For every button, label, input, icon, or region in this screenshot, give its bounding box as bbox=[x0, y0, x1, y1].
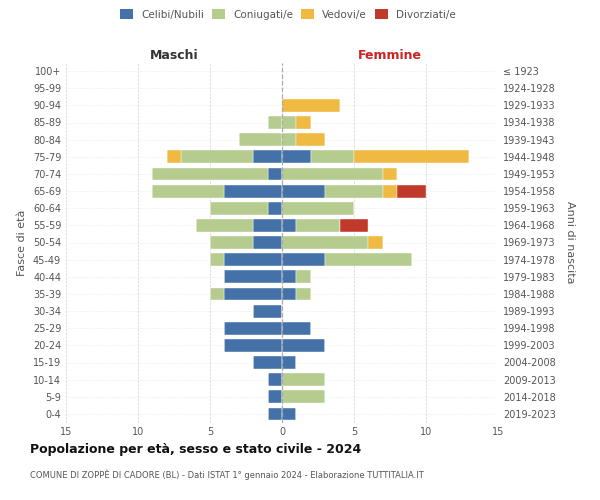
Bar bbox=[210, 236, 253, 249]
Bar bbox=[282, 288, 296, 300]
Bar bbox=[224, 339, 282, 352]
Bar bbox=[224, 270, 282, 283]
Bar bbox=[383, 184, 397, 198]
Bar bbox=[224, 288, 282, 300]
Bar bbox=[253, 356, 282, 369]
Bar bbox=[239, 133, 282, 146]
Text: Popolazione per età, sesso e stato civile - 2024: Popolazione per età, sesso e stato civil… bbox=[30, 442, 361, 456]
Bar bbox=[210, 202, 268, 214]
Bar bbox=[282, 116, 296, 129]
Bar bbox=[167, 150, 181, 163]
Text: Maschi: Maschi bbox=[149, 48, 199, 62]
Bar bbox=[253, 304, 282, 318]
Bar bbox=[296, 133, 325, 146]
Bar bbox=[282, 184, 325, 198]
Bar bbox=[224, 322, 282, 334]
Bar bbox=[296, 116, 311, 129]
Bar bbox=[268, 373, 282, 386]
Bar bbox=[224, 184, 282, 198]
Bar bbox=[282, 390, 325, 403]
Bar bbox=[282, 99, 340, 112]
Bar bbox=[282, 373, 325, 386]
Bar bbox=[268, 408, 282, 420]
Bar bbox=[383, 168, 397, 180]
Bar bbox=[311, 150, 354, 163]
Bar bbox=[282, 356, 296, 369]
Bar bbox=[268, 116, 282, 129]
Bar bbox=[282, 408, 296, 420]
Bar bbox=[210, 253, 224, 266]
Bar bbox=[354, 150, 469, 163]
Bar bbox=[282, 150, 311, 163]
Bar bbox=[296, 219, 340, 232]
Bar bbox=[397, 184, 426, 198]
Bar bbox=[253, 219, 282, 232]
Bar bbox=[268, 390, 282, 403]
Bar bbox=[325, 253, 412, 266]
Bar bbox=[282, 253, 325, 266]
Bar bbox=[282, 322, 311, 334]
Bar bbox=[325, 184, 383, 198]
Text: COMUNE DI ZOPPÈ DI CADORE (BL) - Dati ISTAT 1° gennaio 2024 - Elaborazione TUTTI: COMUNE DI ZOPPÈ DI CADORE (BL) - Dati IS… bbox=[30, 470, 424, 480]
Bar bbox=[296, 288, 311, 300]
Bar bbox=[196, 219, 253, 232]
Text: Femmine: Femmine bbox=[358, 48, 422, 62]
Y-axis label: Anni di nascita: Anni di nascita bbox=[565, 201, 575, 284]
Bar bbox=[268, 202, 282, 214]
Bar bbox=[282, 339, 325, 352]
Bar bbox=[282, 270, 296, 283]
Bar bbox=[224, 253, 282, 266]
Bar bbox=[282, 202, 354, 214]
Bar bbox=[152, 168, 268, 180]
Bar bbox=[340, 219, 368, 232]
Bar bbox=[253, 236, 282, 249]
Bar bbox=[368, 236, 383, 249]
Bar bbox=[282, 236, 368, 249]
Bar bbox=[282, 168, 383, 180]
Bar bbox=[152, 184, 224, 198]
Bar bbox=[181, 150, 253, 163]
Bar bbox=[296, 270, 311, 283]
Y-axis label: Fasce di età: Fasce di età bbox=[17, 210, 27, 276]
Bar bbox=[282, 133, 296, 146]
Bar bbox=[282, 219, 296, 232]
Bar bbox=[253, 150, 282, 163]
Bar bbox=[268, 168, 282, 180]
Bar bbox=[210, 288, 224, 300]
Legend: Celibi/Nubili, Coniugati/e, Vedovi/e, Divorziati/e: Celibi/Nubili, Coniugati/e, Vedovi/e, Di… bbox=[116, 5, 460, 24]
